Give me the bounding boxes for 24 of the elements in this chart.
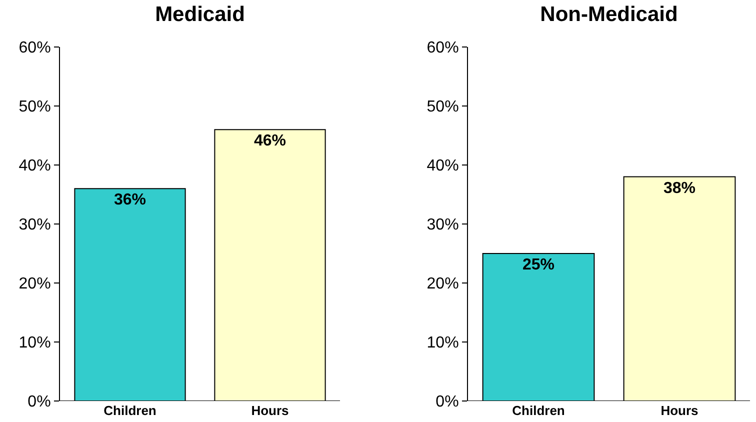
y-tick-label: 20% xyxy=(426,276,459,293)
y-tick-label: 10% xyxy=(18,334,51,352)
y-tick-label: 50% xyxy=(18,98,51,116)
x-tick-label: Hours xyxy=(251,403,289,418)
data-label: 38% xyxy=(663,180,696,197)
y-tick-label: 30% xyxy=(18,216,51,234)
chart-title: Non-Medicaid xyxy=(540,3,678,26)
y-tick-label: 10% xyxy=(426,334,459,352)
y-tick-label: 60% xyxy=(426,40,459,57)
chart-title: Medicaid xyxy=(155,3,245,26)
data-label: 46% xyxy=(254,132,286,150)
data-label: 36% xyxy=(114,192,146,209)
y-tick-label: 0% xyxy=(436,394,459,411)
y-tick-label: 50% xyxy=(426,98,459,116)
y-tick-label: 40% xyxy=(18,158,51,175)
y-tick-label: 30% xyxy=(426,216,459,234)
x-tick-label: Hours xyxy=(660,403,698,418)
y-tick-label: 40% xyxy=(426,158,459,175)
y-tick-label: 0% xyxy=(28,394,51,411)
y-tick-label: 20% xyxy=(18,276,51,293)
data-label: 25% xyxy=(522,256,555,274)
x-tick-label: Children xyxy=(512,403,565,418)
y-tick-label: 60% xyxy=(18,40,51,57)
x-tick-label: Children xyxy=(104,403,156,418)
